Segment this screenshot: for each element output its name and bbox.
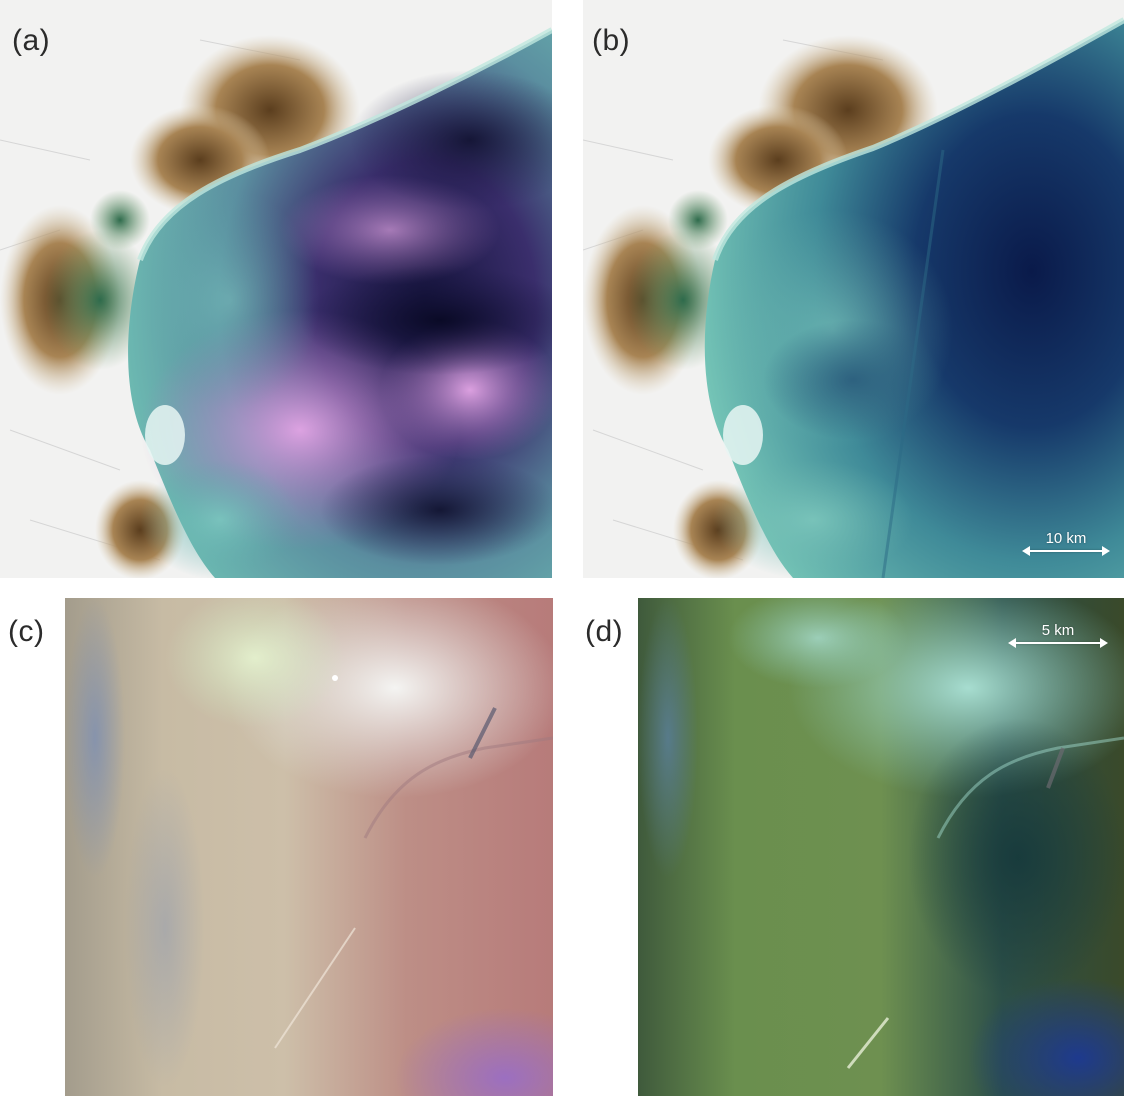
- satellite-image-c: [65, 598, 553, 1096]
- scalebar-d: 5 km: [1008, 622, 1108, 648]
- panel-c-image: [65, 598, 553, 1096]
- scalebar-b-label: 10 km: [1045, 530, 1087, 547]
- satellite-image-a: [0, 0, 552, 578]
- scalebar-d-line: [1008, 638, 1108, 648]
- panel-c-label: (c): [8, 615, 45, 648]
- scalebar-d-label: 5 km: [1041, 622, 1075, 639]
- panel-a-label: (a): [12, 24, 51, 57]
- scalebar-b-line: [1022, 546, 1110, 556]
- panel-d-label: (d): [585, 615, 624, 648]
- satellite-image-b: [583, 0, 1124, 578]
- scalebar-b: 10 km: [1022, 530, 1110, 556]
- panel-a-image: [0, 0, 552, 578]
- panel-b-label: (b): [592, 24, 631, 57]
- panel-b-image: [583, 0, 1124, 578]
- panel-d-image: [638, 598, 1124, 1096]
- satellite-image-d: [638, 598, 1124, 1096]
